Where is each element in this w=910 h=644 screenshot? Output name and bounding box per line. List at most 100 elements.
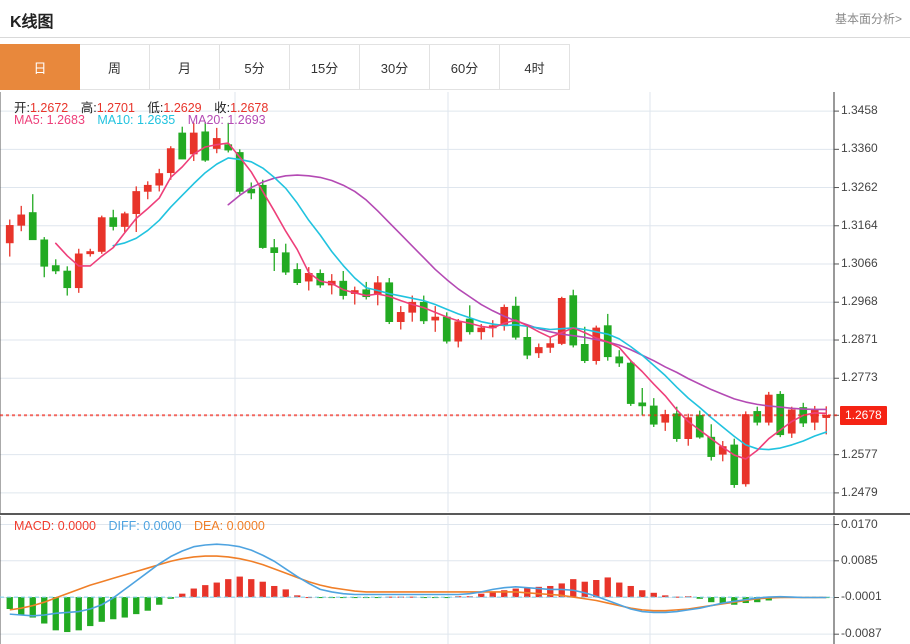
tab-label: 5分 — [244, 60, 265, 76]
candle-body — [247, 188, 256, 194]
macd-histogram-bar — [535, 586, 542, 598]
candle-body — [764, 394, 773, 423]
macd-histogram-bar — [271, 585, 278, 598]
candle-body — [40, 239, 49, 267]
macd-histogram-bar — [98, 597, 105, 622]
candle-body — [396, 312, 405, 322]
candle-body — [442, 316, 451, 342]
candle-body — [707, 436, 716, 457]
candle-body — [638, 402, 647, 407]
macd-histogram-bar — [374, 597, 381, 599]
tab-周[interactable]: 周 — [80, 44, 150, 90]
macd-histogram-bar — [409, 596, 416, 598]
candle-body — [661, 414, 670, 423]
macd-histogram-bar — [167, 597, 174, 599]
candle-body — [258, 184, 267, 248]
tab-label: 60分 — [450, 60, 479, 76]
tab-日[interactable]: 日 — [0, 44, 80, 90]
candlestick-chart[interactable] — [0, 90, 910, 644]
macd-histogram-bar — [662, 595, 669, 598]
candle-body — [132, 191, 141, 214]
macd-histogram-bar — [501, 590, 508, 598]
candle-body — [431, 316, 440, 321]
macd-histogram-bar — [581, 581, 588, 598]
candle-body — [753, 411, 762, 423]
candle-body — [281, 252, 290, 273]
candle-body — [454, 321, 463, 342]
macd-histogram-bar — [570, 579, 577, 598]
ma10-line — [112, 157, 828, 451]
candle-body — [293, 269, 302, 283]
candle-body — [408, 301, 417, 313]
macd-histogram-bar — [558, 583, 565, 598]
candle-body — [592, 327, 601, 361]
macd-histogram-bar — [765, 597, 772, 601]
macd-histogram-bar — [110, 597, 117, 620]
candle-body — [730, 444, 739, 486]
macd-histogram-bar — [133, 597, 140, 615]
tab-4时[interactable]: 4时 — [500, 44, 570, 90]
period-tabs: 日 周 月 5分 15分 30分 60分 4时 — [0, 44, 910, 90]
macd-histogram-bar — [259, 581, 266, 598]
macd-histogram-bar — [41, 597, 48, 624]
candle-body — [684, 417, 693, 439]
macd-histogram-bar — [156, 597, 163, 605]
chart-area[interactable] — [0, 90, 910, 644]
tab-label: 周 — [107, 60, 121, 76]
tab-30分[interactable]: 30分 — [360, 44, 430, 90]
fundamental-analysis-link[interactable]: 基本面分析> — [834, 12, 902, 26]
macd-histogram-bar — [213, 582, 220, 598]
candle-body — [270, 247, 279, 253]
macd-histogram-bar — [673, 596, 680, 598]
tab-月[interactable]: 月 — [150, 44, 220, 90]
ma20-line — [227, 174, 828, 411]
candle-body — [626, 362, 635, 404]
candle-body — [5, 225, 14, 244]
candle-body — [523, 336, 532, 356]
candle-body — [569, 295, 578, 346]
macd-histogram-bar — [478, 593, 485, 598]
macd-histogram-bar — [144, 597, 151, 611]
candle-body — [189, 132, 198, 155]
candle-body — [63, 270, 72, 289]
candle-body — [741, 414, 750, 485]
candle-body — [155, 173, 164, 186]
page-title: K线图 — [10, 14, 54, 31]
tab-label: 4时 — [524, 60, 545, 76]
tab-5分[interactable]: 5分 — [220, 44, 290, 90]
candle-body — [465, 318, 474, 333]
macd-histogram-bar — [719, 597, 726, 604]
tab-15分[interactable]: 15分 — [290, 44, 360, 90]
candle-body — [580, 344, 589, 361]
macd-histogram-bar — [236, 576, 243, 598]
candle-body — [97, 217, 106, 252]
macd-histogram-bar — [317, 597, 324, 599]
macd-histogram-bar — [650, 592, 657, 598]
candle-body — [822, 414, 831, 418]
candle-body — [178, 132, 187, 160]
macd-histogram-bar — [282, 589, 289, 598]
macd-histogram-bar — [593, 580, 600, 598]
macd-histogram-bar — [604, 577, 611, 598]
macd-histogram-bar — [87, 597, 94, 627]
candle-body — [557, 297, 566, 344]
macd-histogram-bar — [489, 591, 496, 598]
macd-histogram-bar — [18, 597, 25, 615]
macd-histogram-bar — [708, 597, 715, 603]
macd-histogram-bar — [443, 597, 450, 599]
candle-body — [362, 289, 371, 298]
tab-60分[interactable]: 60分 — [430, 44, 500, 90]
candle-body — [534, 347, 543, 354]
candle-body — [109, 217, 118, 227]
candle-body — [615, 356, 624, 364]
macd-histogram-bar — [696, 597, 703, 599]
macd-histogram-bar — [248, 579, 255, 598]
candle-body — [672, 413, 681, 439]
macd-histogram-bar — [627, 585, 634, 598]
macd-histogram-bar — [639, 590, 646, 598]
candle-body — [120, 213, 129, 227]
tab-label: 30分 — [380, 60, 409, 76]
macd-histogram-bar — [64, 597, 71, 633]
macd-histogram-bar — [6, 597, 13, 610]
dea-line — [9, 555, 827, 612]
